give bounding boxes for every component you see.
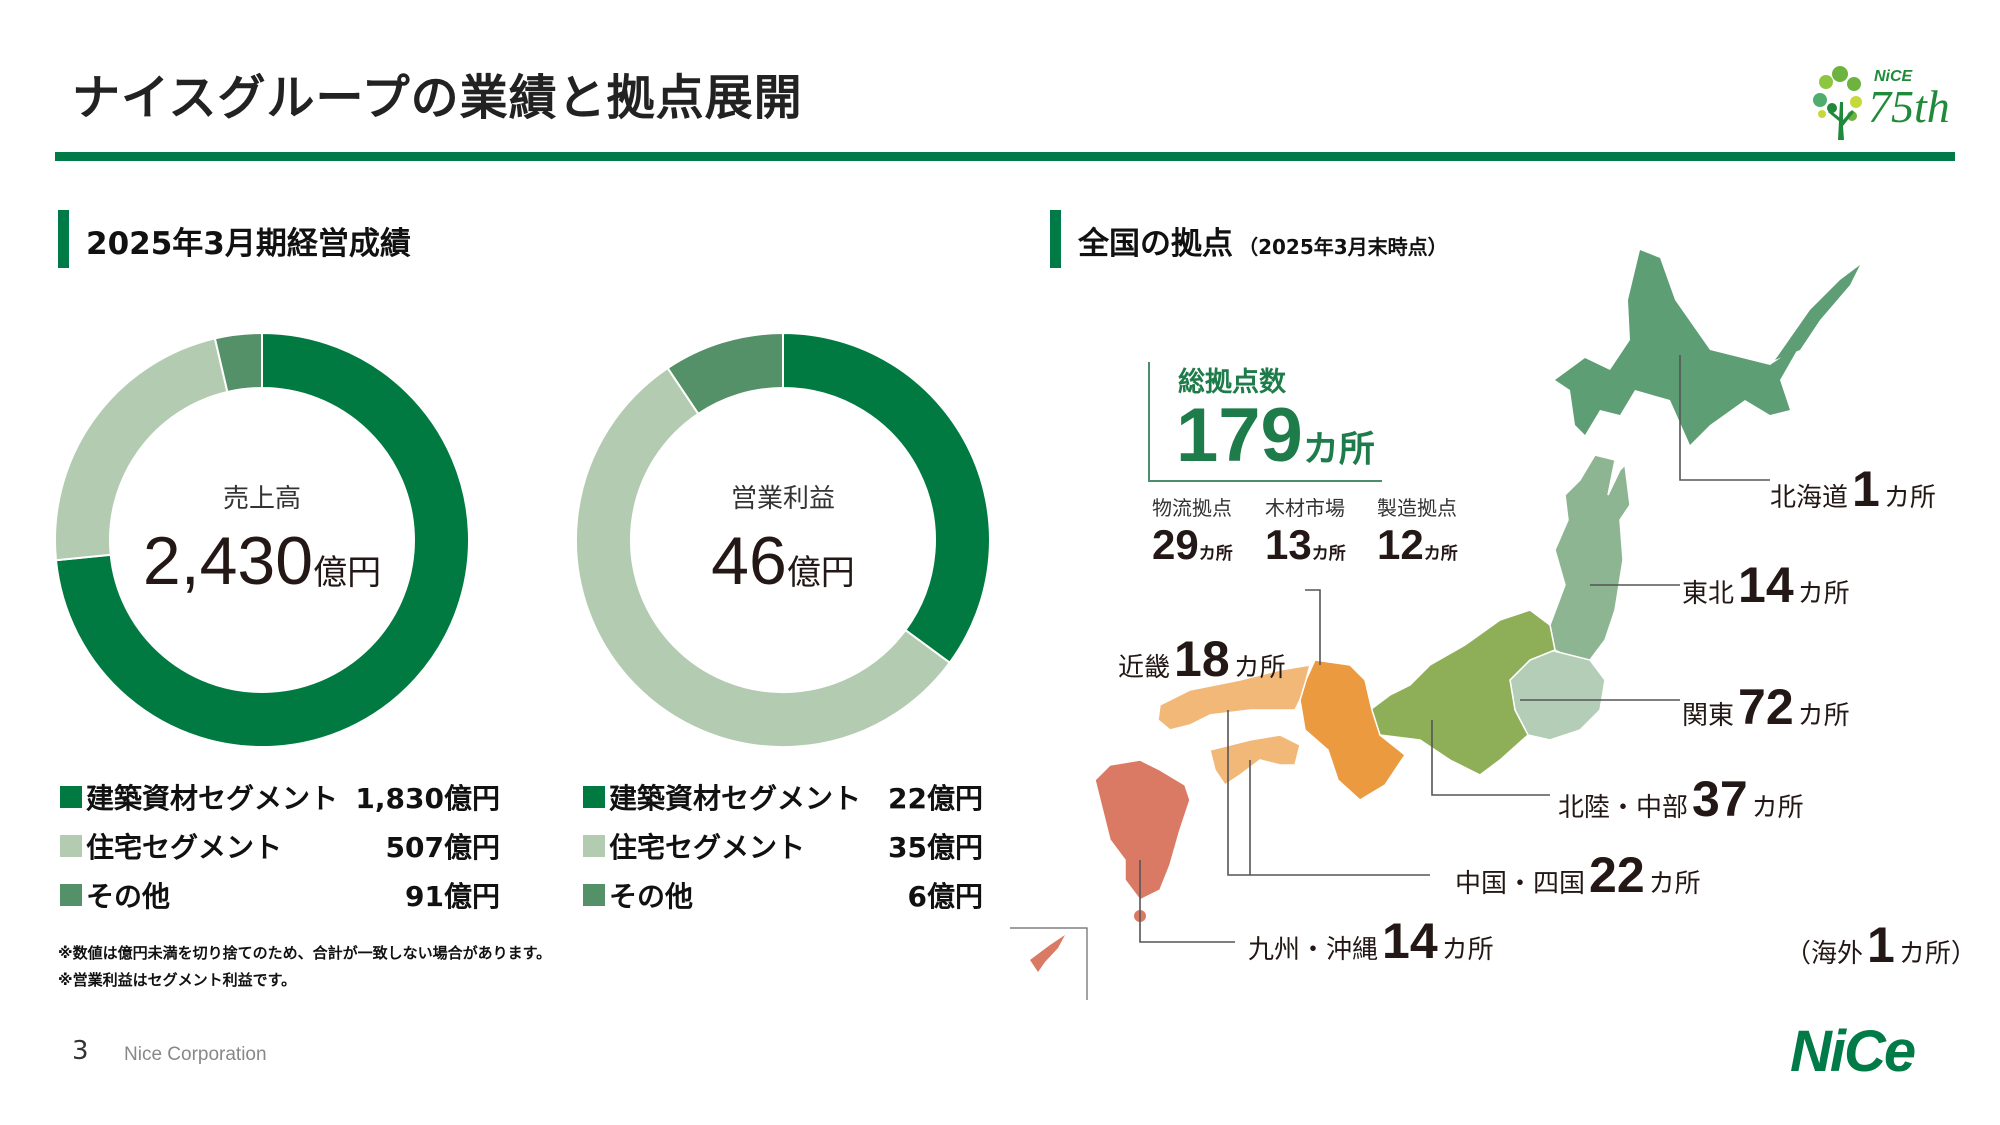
swatch-other	[60, 883, 82, 906]
logo-brand: NiCE	[1874, 68, 1913, 85]
region-label-hokkaido: 北海道1 カ所	[1770, 461, 1936, 517]
leader-chugoku-shikoku	[1227, 710, 1430, 876]
region-kuril	[1775, 265, 1860, 360]
leader-kinki	[1305, 589, 1321, 665]
sales-donut-chart: 売上高 2,430億円	[52, 330, 472, 750]
region-label-kinki: 近畿18 カ所	[1118, 631, 1286, 687]
region-label-tohoku: 東北14 カ所	[1682, 557, 1850, 613]
breakdown-manufacturing: 製造拠点 12カ所	[1377, 496, 1458, 568]
results-section-title: 2025年3月期経営成績	[86, 226, 411, 262]
region-chubu	[1369, 609, 1556, 776]
legend-row: 建築資材セグメント 22億円	[583, 772, 983, 821]
japan-map	[1010, 250, 1860, 1000]
profit-other-segment	[666, 331, 784, 416]
region-kinki	[1299, 659, 1407, 801]
total-value: 179カ所	[1176, 393, 1375, 478]
leader-chubu	[1431, 720, 1550, 796]
section-marker	[1050, 210, 1061, 268]
sales-legend: 建築資材セグメント 1,830億円 住宅セグメント 507億円 その他 91億円	[60, 772, 500, 919]
header-rule	[55, 152, 1955, 161]
section-marker	[58, 210, 69, 268]
legend-row: 建築資材セグメント 1,830億円	[60, 772, 500, 821]
overseas-label: （海外1 カ所）	[1785, 917, 1977, 973]
region-tohoku	[1549, 454, 1631, 661]
profit-building-segment	[782, 331, 991, 665]
legend-row: 住宅セグメント 507億円	[60, 821, 500, 870]
nice-logo: NiCe	[1790, 1019, 1916, 1084]
leader-hokkaido	[1679, 355, 1770, 481]
locations-section-title: 全国の拠点	[1078, 226, 1233, 262]
region-okinawa	[1030, 935, 1065, 972]
locations-section-heading: 全国の拠点 （2025年3月末時点）	[1078, 218, 1448, 263]
region-label-hokuriku-chubu: 北陸・中部37 カ所	[1558, 771, 1804, 827]
breakdown-timber-market: 木材市場 13カ所	[1265, 496, 1346, 568]
total-label: 総拠点数	[1178, 367, 1286, 398]
okinawa-inset-frame	[1010, 927, 1088, 1000]
logo-anniversary: 75th	[1868, 81, 1950, 132]
total-box	[1148, 362, 1382, 482]
company-name: Nice Corporation	[124, 1044, 267, 1065]
profit-legend: 建築資材セグメント 22億円 住宅セグメント 35億円 その他 6億円	[583, 772, 983, 919]
legend-row: その他 6億円	[583, 870, 983, 919]
swatch-other	[583, 883, 605, 906]
profit-label: 営業利益	[730, 484, 835, 514]
leader-kyushu	[1139, 860, 1235, 943]
region-shikoku	[1209, 734, 1301, 787]
locations-section-subtitle: （2025年3月末時点）	[1238, 235, 1448, 259]
legend-row: 住宅セグメント 35億円	[583, 821, 983, 870]
page-number: 3	[72, 1036, 89, 1066]
swatch-housing	[60, 834, 82, 857]
sales-label: 売上高	[222, 484, 301, 514]
profit-donut-chart: 営業利益 46億円	[573, 330, 993, 750]
region-label-kyushu-okinawa: 九州・沖縄14 カ所	[1248, 913, 1494, 969]
region-label-chugoku-shikoku: 中国・四国22 カ所	[1455, 847, 1701, 903]
footnote: ※数値は億円未満を切り捨てのため、合計が一致しない場合があります。	[58, 944, 552, 962]
anniversary-logo: NiCE 75th	[1810, 62, 1960, 146]
swatch-building	[583, 785, 605, 808]
sales-other-segment	[213, 331, 263, 394]
region-hokkaido	[1555, 250, 1800, 445]
page-title: ナイスグループの業績と拠点展開	[72, 70, 803, 126]
swatch-building	[60, 785, 82, 808]
region-kyushu	[1094, 759, 1191, 901]
footnote: ※営業利益はセグメント利益です。	[58, 971, 297, 989]
region-label-kanto: 関東72 カ所	[1682, 679, 1850, 735]
profit-housing-segment	[574, 366, 952, 749]
sales-building-segment	[54, 331, 470, 748]
tree-icon	[1813, 66, 1862, 140]
footnotes: ※数値は億円未満を切り捨てのため、合計が一致しない場合があります。 ※営業利益は…	[58, 940, 551, 994]
sales-value: 2,430億円	[142, 523, 382, 599]
profit-value: 46億円	[711, 523, 855, 599]
legend-row: その他 91億円	[60, 870, 500, 919]
region-chugoku	[1157, 664, 1312, 731]
swatch-housing	[583, 834, 605, 857]
breakdown-logistics: 物流拠点 29カ所	[1152, 496, 1233, 568]
